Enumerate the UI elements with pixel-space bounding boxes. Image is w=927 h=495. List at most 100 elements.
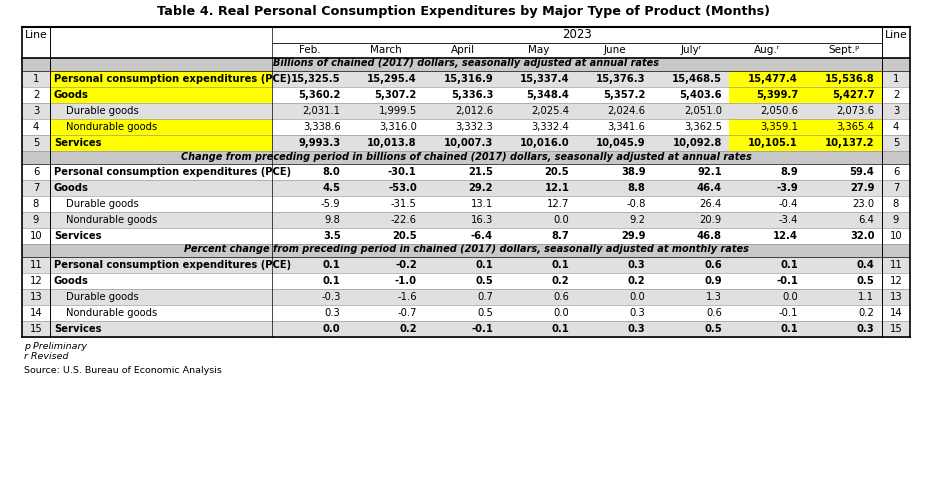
Bar xyxy=(730,119,806,135)
Text: 26.4: 26.4 xyxy=(700,199,722,209)
Bar xyxy=(50,135,272,151)
Bar xyxy=(22,135,910,151)
Text: 5,357.2: 5,357.2 xyxy=(603,90,645,100)
Text: 15,468.5: 15,468.5 xyxy=(672,74,722,84)
Text: 9: 9 xyxy=(32,215,39,225)
Text: 9.2: 9.2 xyxy=(629,215,645,225)
Text: 8.7: 8.7 xyxy=(552,231,569,241)
Text: 20.5: 20.5 xyxy=(545,167,569,177)
Text: 8.8: 8.8 xyxy=(628,183,645,193)
Text: -0.4: -0.4 xyxy=(779,199,798,209)
Text: 5,348.4: 5,348.4 xyxy=(527,90,569,100)
Text: -3.9: -3.9 xyxy=(777,183,798,193)
Bar xyxy=(22,164,910,180)
Text: 16.3: 16.3 xyxy=(471,215,493,225)
Text: 0.1: 0.1 xyxy=(552,324,569,334)
Text: 2,024.6: 2,024.6 xyxy=(607,106,645,116)
Text: 3,332.3: 3,332.3 xyxy=(455,122,493,132)
Text: 3,338.6: 3,338.6 xyxy=(303,122,340,132)
Text: June: June xyxy=(603,45,627,55)
Text: 15,337.4: 15,337.4 xyxy=(520,74,569,84)
Bar xyxy=(50,119,272,135)
Text: 20.9: 20.9 xyxy=(700,215,722,225)
Text: 4.5: 4.5 xyxy=(323,183,340,193)
Text: 2: 2 xyxy=(32,90,39,100)
Text: 1: 1 xyxy=(32,74,39,84)
Text: 46.4: 46.4 xyxy=(697,183,722,193)
Text: Goods: Goods xyxy=(54,183,89,193)
Bar xyxy=(806,135,882,151)
Text: Services: Services xyxy=(54,231,101,241)
Text: 9.8: 9.8 xyxy=(324,215,340,225)
Text: 3,316.0: 3,316.0 xyxy=(379,122,417,132)
Bar xyxy=(22,180,910,196)
Text: 0.0: 0.0 xyxy=(553,215,569,225)
Text: Sept.ᵖ: Sept.ᵖ xyxy=(828,45,859,55)
Text: 10: 10 xyxy=(30,231,43,241)
Text: -22.6: -22.6 xyxy=(391,215,417,225)
Text: Personal consumption expenditures (PCE): Personal consumption expenditures (PCE) xyxy=(54,260,291,270)
Bar xyxy=(22,321,910,337)
Text: p Preliminary: p Preliminary xyxy=(24,342,87,351)
Text: 14: 14 xyxy=(30,308,43,318)
Text: Aug.ʳ: Aug.ʳ xyxy=(755,45,781,55)
Text: 32.0: 32.0 xyxy=(850,231,874,241)
Bar xyxy=(22,58,910,71)
Text: Feb.: Feb. xyxy=(299,45,321,55)
Bar xyxy=(22,212,910,228)
Text: Nondurable goods: Nondurable goods xyxy=(66,122,158,132)
Text: 11: 11 xyxy=(30,260,43,270)
Text: 0.3: 0.3 xyxy=(628,260,645,270)
Text: 2,012.6: 2,012.6 xyxy=(455,106,493,116)
Text: 8.0: 8.0 xyxy=(323,167,340,177)
Text: 23.0: 23.0 xyxy=(852,199,874,209)
Text: 5: 5 xyxy=(32,138,39,148)
Text: Services: Services xyxy=(54,138,101,148)
Bar xyxy=(22,228,910,244)
Text: Percent change from preceding period in chained (2017) dollars, seasonally adjus: Percent change from preceding period in … xyxy=(184,245,748,254)
Text: 0.7: 0.7 xyxy=(477,292,493,302)
Bar xyxy=(50,87,272,103)
Text: 0.2: 0.2 xyxy=(400,324,417,334)
Text: 0.1: 0.1 xyxy=(781,324,798,334)
Bar xyxy=(22,257,910,273)
Text: Line: Line xyxy=(884,30,908,40)
Text: -6.4: -6.4 xyxy=(471,231,493,241)
Bar xyxy=(22,119,910,135)
Text: 0.9: 0.9 xyxy=(705,276,722,286)
Text: 15,536.8: 15,536.8 xyxy=(825,74,874,84)
Text: 5,336.3: 5,336.3 xyxy=(451,90,493,100)
Text: April: April xyxy=(451,45,475,55)
Bar xyxy=(730,71,806,87)
Text: 10,016.0: 10,016.0 xyxy=(520,138,569,148)
Text: 29.2: 29.2 xyxy=(469,183,493,193)
Bar xyxy=(22,27,910,58)
Text: 14: 14 xyxy=(890,308,902,318)
Text: -5.9: -5.9 xyxy=(321,199,340,209)
Bar xyxy=(22,289,910,305)
Text: 15,477.4: 15,477.4 xyxy=(748,74,798,84)
Text: 12.1: 12.1 xyxy=(544,183,569,193)
Text: 1.3: 1.3 xyxy=(706,292,722,302)
Text: Change from preceding period in billions of chained (2017) dollars, seasonally a: Change from preceding period in billions… xyxy=(181,151,752,161)
Text: 8: 8 xyxy=(32,199,39,209)
Text: Goods: Goods xyxy=(54,90,89,100)
Text: 10,105.1: 10,105.1 xyxy=(748,138,798,148)
Text: 0.3: 0.3 xyxy=(324,308,340,318)
Text: 15,316.9: 15,316.9 xyxy=(443,74,493,84)
Text: 15: 15 xyxy=(890,324,902,334)
Bar xyxy=(50,71,272,87)
Text: 10,045.9: 10,045.9 xyxy=(596,138,645,148)
Text: 15,376.3: 15,376.3 xyxy=(596,74,645,84)
Text: 0.5: 0.5 xyxy=(477,308,493,318)
Text: 3.5: 3.5 xyxy=(323,231,340,241)
Text: Durable goods: Durable goods xyxy=(66,106,139,116)
Text: 13: 13 xyxy=(890,292,902,302)
Text: Personal consumption expenditures (PCE): Personal consumption expenditures (PCE) xyxy=(54,167,291,177)
Text: 0.1: 0.1 xyxy=(323,260,340,270)
Text: -0.7: -0.7 xyxy=(398,308,417,318)
Text: 3: 3 xyxy=(32,106,39,116)
Text: 15,325.5: 15,325.5 xyxy=(291,74,340,84)
Text: 2,051.0: 2,051.0 xyxy=(684,106,722,116)
Text: 10,092.8: 10,092.8 xyxy=(672,138,722,148)
